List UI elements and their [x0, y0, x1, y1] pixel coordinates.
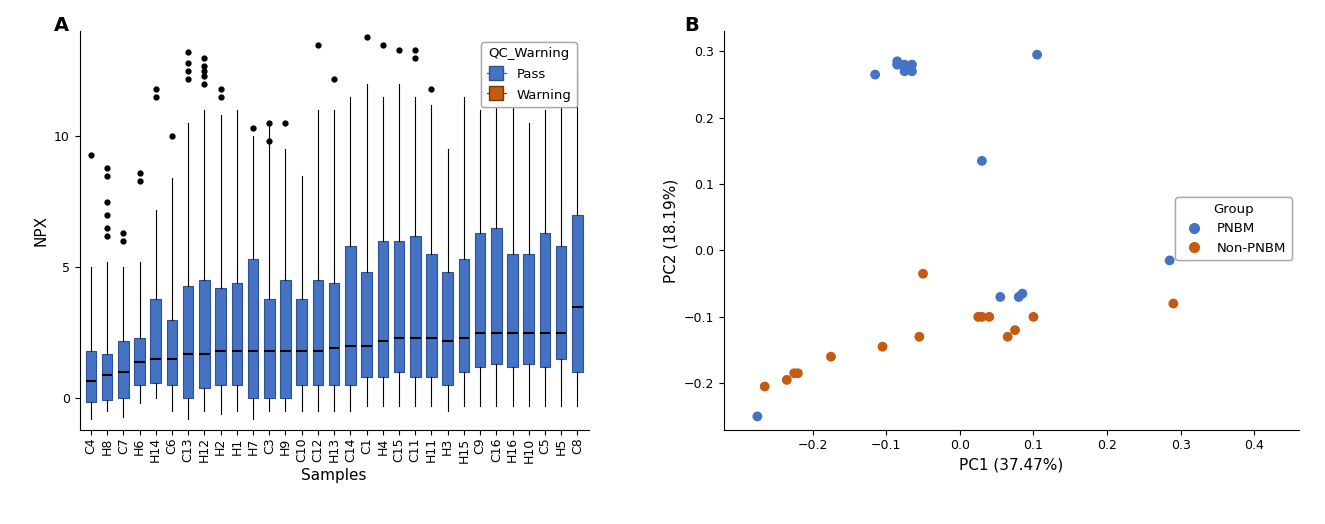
Point — [967, 313, 988, 321]
PathPatch shape — [264, 299, 274, 398]
Point — [820, 353, 841, 361]
Y-axis label: NPX: NPX — [33, 215, 48, 246]
Point — [909, 333, 930, 341]
X-axis label: Samples: Samples — [301, 468, 367, 483]
PathPatch shape — [362, 272, 372, 377]
Point — [1023, 313, 1044, 321]
Point — [1008, 293, 1030, 301]
Point — [747, 412, 768, 421]
Point — [754, 383, 775, 391]
Point — [971, 313, 992, 321]
Y-axis label: PC2 (18.19%): PC2 (18.19%) — [664, 179, 678, 282]
PathPatch shape — [344, 246, 355, 385]
PathPatch shape — [151, 299, 162, 383]
Point — [776, 376, 798, 384]
Point — [913, 269, 934, 278]
Point — [901, 67, 922, 75]
PathPatch shape — [474, 233, 485, 367]
PathPatch shape — [199, 280, 209, 388]
PathPatch shape — [409, 236, 420, 377]
Point — [971, 157, 992, 165]
Point — [990, 293, 1011, 301]
Text: A: A — [54, 16, 69, 35]
Point — [998, 333, 1019, 341]
PathPatch shape — [134, 338, 144, 385]
Point — [1163, 299, 1185, 308]
Point — [783, 369, 804, 377]
PathPatch shape — [572, 215, 583, 372]
PathPatch shape — [443, 272, 453, 385]
PathPatch shape — [102, 354, 113, 400]
Point — [864, 70, 885, 79]
PathPatch shape — [86, 351, 97, 402]
PathPatch shape — [232, 283, 242, 385]
PathPatch shape — [216, 288, 225, 385]
X-axis label: PC1 (37.47%): PC1 (37.47%) — [959, 458, 1064, 473]
PathPatch shape — [523, 254, 534, 364]
PathPatch shape — [297, 299, 307, 385]
PathPatch shape — [556, 246, 567, 359]
Point — [1012, 289, 1034, 298]
Point — [1240, 220, 1261, 228]
Point — [1185, 230, 1206, 238]
PathPatch shape — [394, 241, 404, 372]
Point — [894, 64, 916, 72]
PathPatch shape — [183, 286, 193, 398]
Point — [886, 60, 908, 69]
PathPatch shape — [539, 233, 550, 367]
PathPatch shape — [378, 241, 388, 377]
PathPatch shape — [492, 228, 502, 364]
PathPatch shape — [313, 280, 323, 385]
PathPatch shape — [507, 254, 518, 367]
Point — [872, 343, 893, 351]
Point — [894, 60, 916, 69]
Point — [1159, 256, 1181, 265]
Point — [901, 60, 922, 69]
Point — [886, 57, 908, 66]
PathPatch shape — [280, 280, 290, 398]
Point — [1027, 50, 1048, 59]
Legend: Pass, Warning: Pass, Warning — [481, 42, 578, 107]
Legend: PNBM, Non-PNBM: PNBM, Non-PNBM — [1175, 198, 1292, 260]
PathPatch shape — [118, 341, 129, 398]
Point — [1004, 326, 1026, 334]
PathPatch shape — [167, 320, 178, 385]
Text: B: B — [684, 16, 698, 35]
Point — [979, 313, 1000, 321]
PathPatch shape — [248, 259, 258, 398]
PathPatch shape — [329, 283, 339, 385]
Point — [787, 369, 808, 377]
PathPatch shape — [458, 259, 469, 372]
PathPatch shape — [427, 254, 437, 377]
Point — [894, 67, 916, 75]
